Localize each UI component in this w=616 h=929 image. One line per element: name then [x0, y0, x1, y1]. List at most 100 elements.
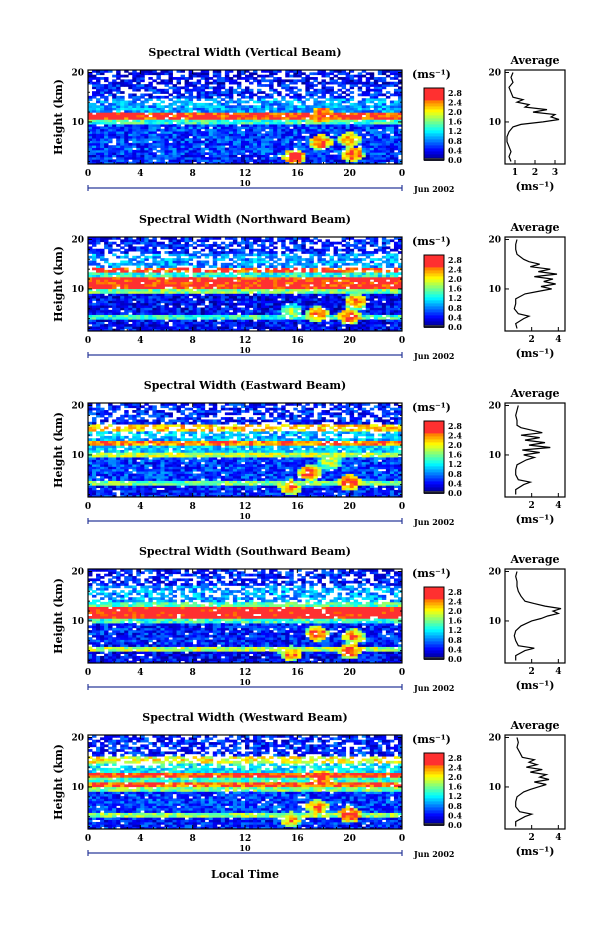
heatmap-cell — [152, 133, 157, 137]
heatmap-cell — [345, 312, 351, 315]
heatmap-cell — [148, 117, 153, 120]
heatmap-cell — [144, 84, 149, 87]
heatmap-cell — [224, 142, 230, 146]
heatmap-cell — [333, 107, 338, 111]
heatmap-cell — [104, 100, 109, 104]
heatmap-cell — [192, 117, 198, 120]
heatmap-cell — [156, 81, 161, 85]
heatmap-cell — [317, 133, 322, 137]
heatmap-cell — [333, 70, 338, 73]
heatmap-cell — [188, 255, 194, 259]
heatmap-cell — [277, 291, 282, 294]
heatmap-cell — [269, 124, 274, 127]
heatmap-cell — [265, 133, 270, 137]
heatmap-cell — [293, 135, 298, 139]
heatmap-cell — [285, 295, 290, 299]
heatmap-cell — [204, 147, 210, 151]
heatmap-cell — [265, 255, 270, 259]
heatmap-cell — [184, 100, 190, 104]
heatmap-cell — [397, 95, 403, 99]
heatmap-cell — [200, 262, 206, 266]
heatmap-cell — [148, 119, 153, 123]
heatmap-cell — [236, 286, 242, 290]
heatmap-cell — [301, 105, 306, 108]
heatmap-cell — [96, 135, 101, 139]
heatmap-cell — [297, 88, 302, 92]
heatmap-cell — [216, 291, 222, 294]
heatmap-cell — [261, 133, 266, 137]
heatmap-cell — [176, 246, 181, 250]
heatmap-cell — [212, 107, 218, 111]
heatmap-cell — [281, 112, 286, 116]
heatmap-cell — [301, 295, 306, 299]
heatmap-cell — [249, 72, 254, 76]
heatmap-cell — [321, 121, 326, 125]
heatmap-cell — [144, 105, 149, 108]
heatmap-cell — [100, 107, 105, 111]
heatmap-cell — [124, 100, 129, 104]
heatmap-cell — [144, 142, 149, 146]
heatmap-cell — [273, 286, 278, 290]
heatmap — [88, 237, 403, 332]
heatmap-cell — [329, 124, 334, 127]
heatmap-cell — [353, 119, 359, 123]
heatmap-cell — [88, 112, 93, 116]
average-x-label: (ms⁻¹) — [516, 180, 555, 193]
heatmap-cell — [261, 140, 266, 144]
heatmap-cell — [148, 159, 153, 163]
heatmap-cell — [236, 152, 242, 155]
heatmap-cell — [132, 241, 137, 245]
heatmap-cell — [144, 109, 149, 113]
heatmap-cell — [116, 88, 121, 92]
heatmap-cell — [160, 281, 165, 285]
heatmap-cell — [232, 109, 238, 113]
heatmap-cell — [249, 112, 254, 116]
heatmap-cell — [365, 138, 371, 141]
heatmap-cell — [216, 119, 222, 123]
heatmap-cell — [144, 265, 149, 268]
heatmap-cell — [329, 121, 334, 125]
heatmap-cell — [184, 300, 190, 304]
heatmap-cell — [249, 319, 254, 322]
heatmap-cell — [208, 293, 214, 297]
heatmap-cell — [285, 131, 290, 134]
colorbar-frame — [423, 87, 445, 161]
heatmap-cell — [156, 265, 161, 268]
heatmap-cell — [341, 312, 347, 315]
heatmap-cell — [333, 253, 338, 257]
heatmap-cell — [249, 149, 254, 153]
heatmap-cell — [345, 138, 351, 141]
heatmap-cell — [228, 265, 234, 268]
heatmap-cell — [245, 314, 250, 318]
heatmap-cell — [96, 314, 101, 318]
heatmap-cell — [96, 93, 101, 97]
heatmap-cell — [240, 154, 246, 158]
heatmap-cell — [204, 255, 210, 259]
heatmap-cell — [253, 284, 258, 287]
heatmap-cell — [269, 305, 274, 308]
heatmap-cell — [369, 135, 375, 139]
heatmap-cell — [329, 100, 334, 104]
heatmap-cell — [180, 272, 186, 275]
heatmap-cell — [261, 251, 266, 254]
heatmap-cell — [120, 284, 125, 287]
heatmap-cell — [337, 119, 343, 123]
heatmap-cell — [301, 328, 306, 332]
heatmap-cell — [128, 272, 133, 275]
heatmap-cell — [184, 286, 190, 290]
heatmap-cell — [285, 72, 290, 76]
heatmap-cell — [116, 255, 121, 259]
heatmap-cell — [269, 152, 274, 155]
heatmap-cell — [204, 291, 210, 294]
heatmap-cell — [337, 260, 343, 264]
heatmap-cell — [228, 244, 234, 247]
heatmap-cell — [144, 288, 149, 292]
heatmap-cell — [108, 305, 113, 308]
heatmap-cell — [216, 237, 222, 240]
heatmap-cell — [393, 100, 399, 104]
heatmap-cell — [184, 142, 190, 146]
heatmap-cell — [108, 93, 113, 97]
heatmap-cell — [124, 126, 129, 130]
heatmap-cell — [180, 246, 186, 250]
heatmap-cell — [120, 312, 125, 315]
